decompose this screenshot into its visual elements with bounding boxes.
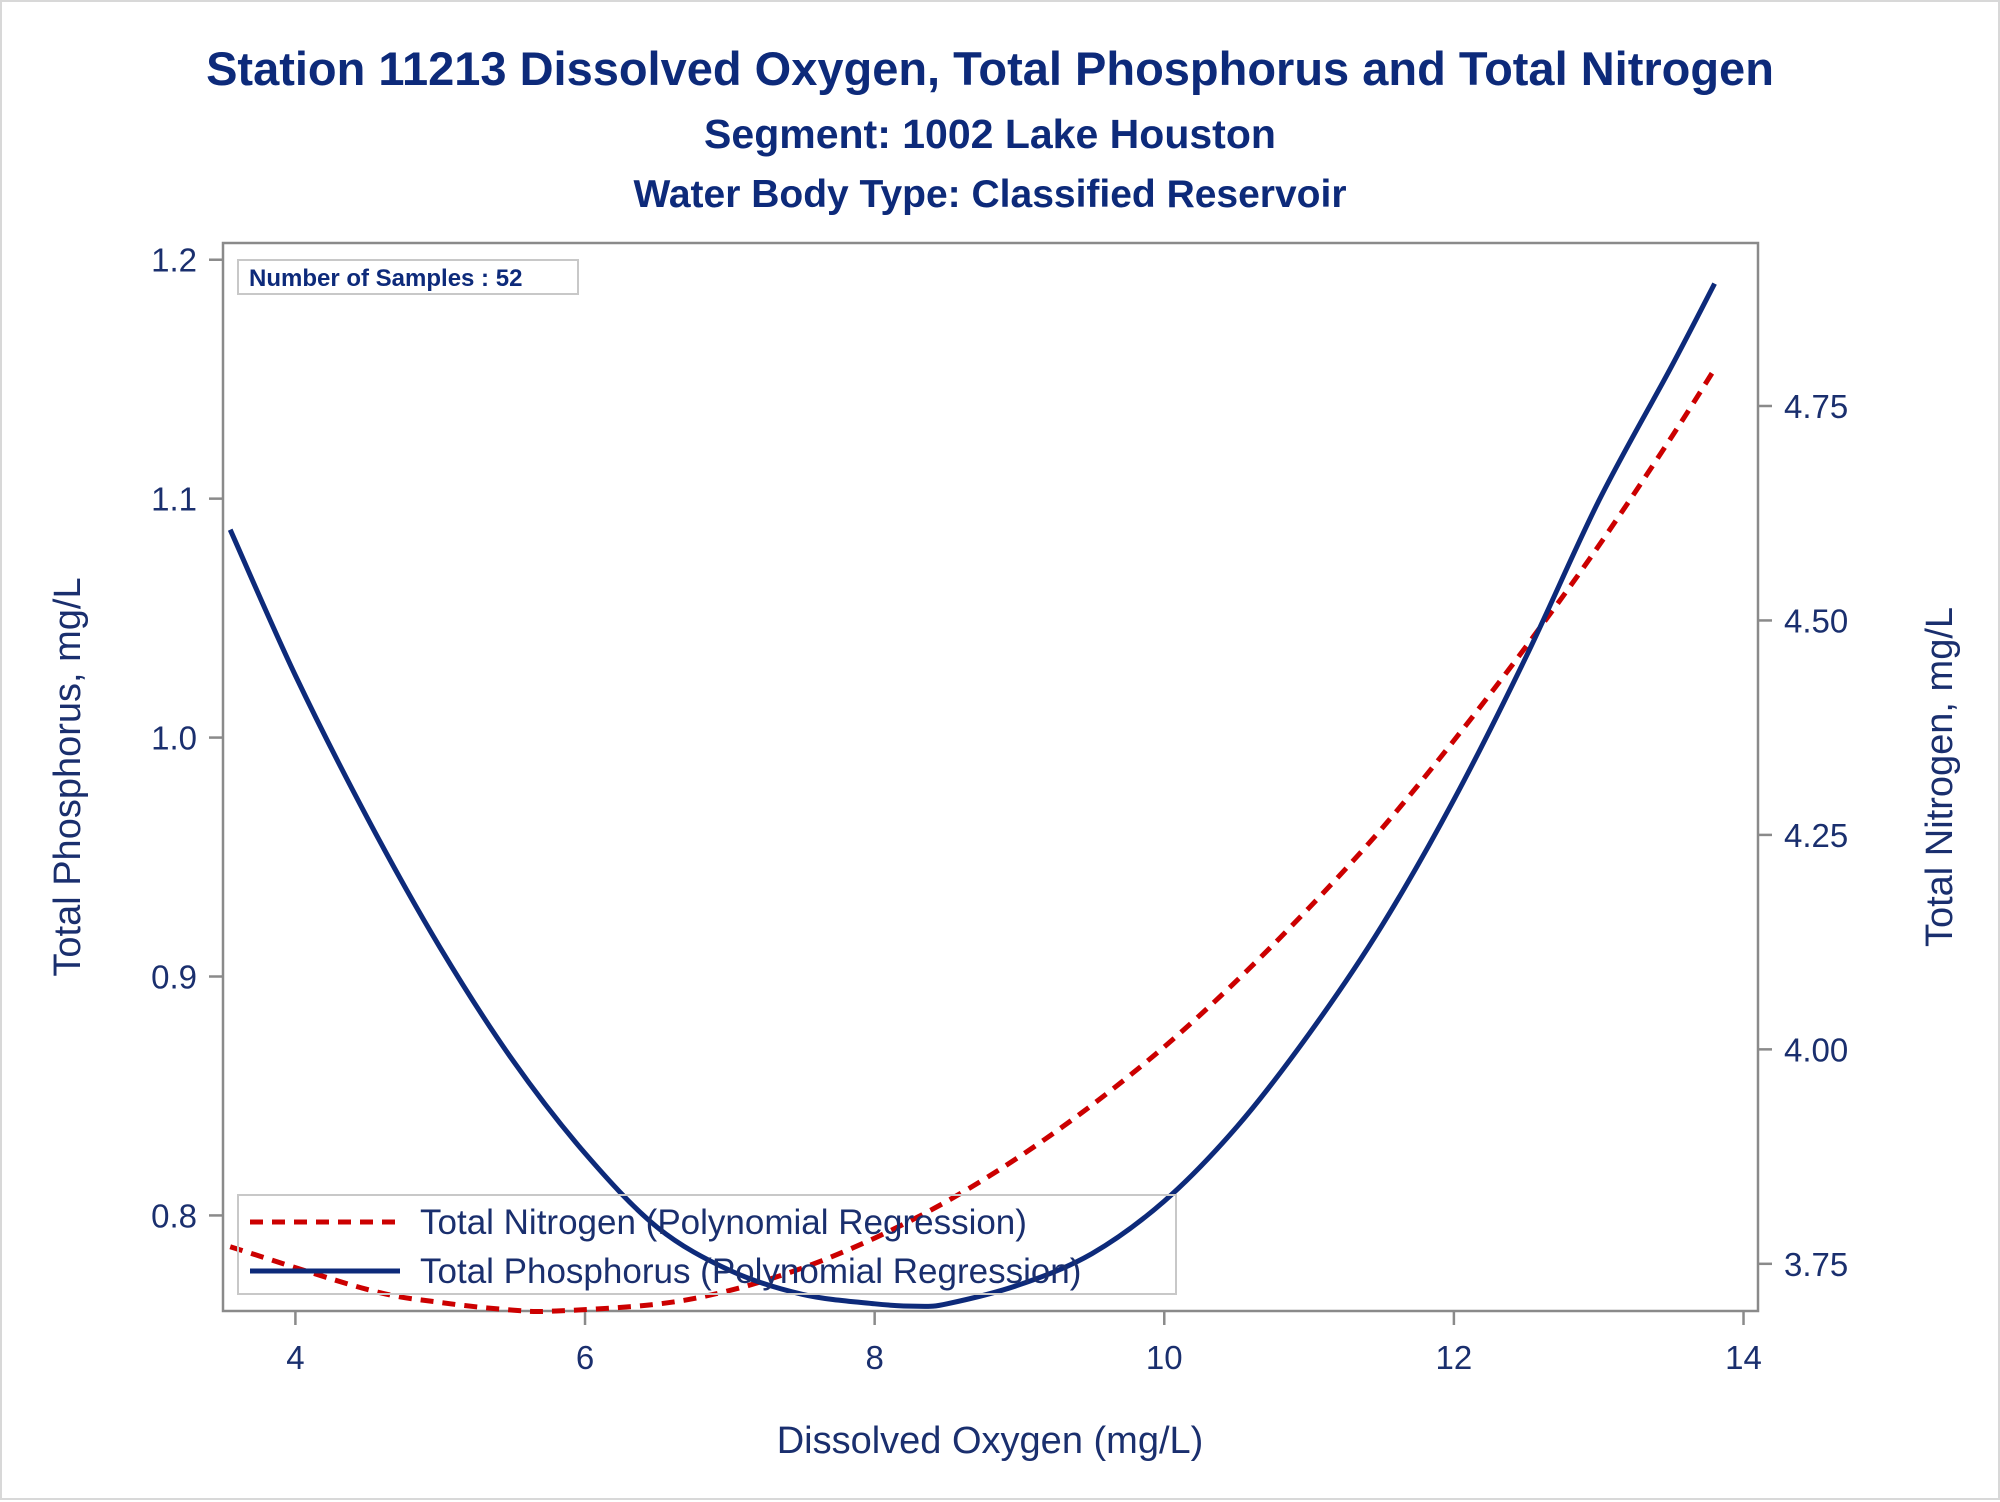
y-tick-label: 1.0 (151, 720, 197, 757)
y2-tick-label: 4.50 (1784, 602, 1848, 639)
x-tick-label: 12 (1436, 1339, 1473, 1376)
y-axis-ticks: 0.8 0.9 1.0 1.1 1.2 (151, 242, 223, 1234)
legend-label-phosphorus: Total Phosphorus (Polynomial Regression) (420, 1252, 1081, 1291)
plot-area (221, 241, 1760, 1313)
y2-tick-label: 4.75 (1784, 388, 1848, 425)
y2-tick-label: 3.75 (1784, 1246, 1848, 1283)
legend-box (237, 1194, 1177, 1295)
y-tick-label: 1.2 (151, 242, 197, 279)
x-tick-label: 6 (576, 1339, 594, 1376)
series-line-total-nitrogen (229, 367, 1717, 1315)
y-tick-label: 0.9 (151, 959, 197, 996)
y2-tick-label: 4.25 (1784, 817, 1848, 854)
y2-axis-label: Total Nitrogen, mg/L (1919, 607, 1961, 947)
samples-count-label: Number of Samples : 52 (249, 265, 522, 292)
series-line-total-phosphorus (227, 282, 1717, 1309)
x-tick-label: 14 (1725, 1339, 1762, 1376)
x-tick-label: 4 (286, 1339, 304, 1376)
x-tick-label: 10 (1146, 1339, 1183, 1376)
y2-axis-ticks: 3.75 4.00 4.25 4.50 4.75 (1758, 388, 1848, 1283)
series-layer (227, 282, 1717, 1315)
chart-subtitle-water-body: Water Body Type: Classified Reservoir (633, 173, 1346, 216)
y-axis-label: Total Phosphorus, mg/L (47, 577, 89, 976)
chart-subtitle-segment: Segment: 1002 Lake Houston (704, 111, 1276, 157)
y2-tick-label: 4.00 (1784, 1031, 1848, 1068)
chart-title: Station 11213 Dissolved Oxygen, Total Ph… (206, 42, 1774, 95)
samples-inset-box (237, 259, 579, 295)
x-axis-label: Dissolved Oxygen (mg/L) (777, 1420, 1204, 1462)
x-axis-ticks: 4 6 8 10 12 14 (286, 1311, 1762, 1376)
y-tick-label: 0.8 (151, 1197, 197, 1234)
y-tick-label: 1.1 (151, 481, 197, 518)
x-tick-label: 8 (865, 1339, 883, 1376)
legend-label-nitrogen: Total Nitrogen (Polynomial Regression) (420, 1203, 1027, 1242)
